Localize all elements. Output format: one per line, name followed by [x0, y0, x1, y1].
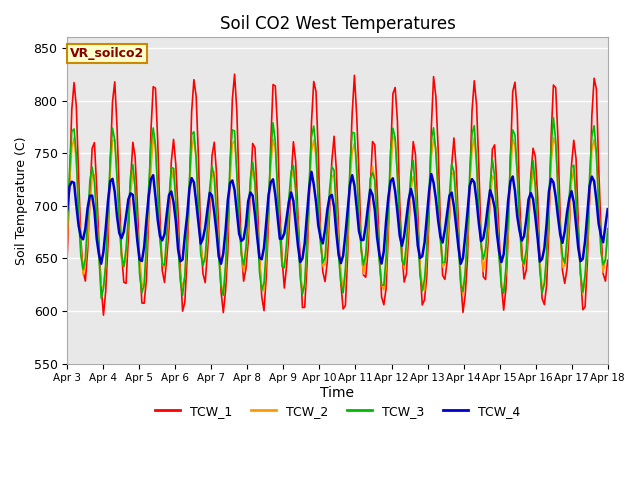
TCW_4: [570, 199, 578, 205]
TCW_3: [102, 261, 109, 267]
TCW_3: [152, 142, 159, 148]
Line: TCW_1: TCW_1: [67, 74, 608, 315]
TCW_3: [570, 162, 578, 168]
TCW_1: [251, 145, 259, 151]
TCW_4: [249, 193, 257, 199]
Line: TCW_4: TCW_4: [67, 172, 608, 264]
TCW_1: [102, 288, 109, 294]
TCW_4: [102, 226, 109, 231]
TCW_1: [86, 192, 93, 198]
TCW_2: [459, 292, 467, 298]
TCW_2: [149, 134, 157, 140]
TCW_4: [308, 169, 316, 175]
Line: TCW_3: TCW_3: [67, 118, 608, 298]
Legend: TCW_1, TCW_2, TCW_3, TCW_4: TCW_1, TCW_2, TCW_3, TCW_4: [150, 400, 525, 423]
TCW_3: [604, 226, 612, 231]
TCW_1: [152, 85, 159, 91]
TCW_3: [550, 115, 557, 120]
TCW_4: [425, 189, 433, 194]
TCW_2: [246, 187, 254, 192]
TCW_2: [100, 284, 108, 289]
TCW_1: [425, 214, 433, 219]
Text: VR_soilco2: VR_soilco2: [70, 47, 144, 60]
TCW_3: [423, 246, 431, 252]
X-axis label: Time: Time: [321, 386, 355, 400]
TCW_4: [63, 207, 71, 213]
Y-axis label: Soil Temperature (C): Soil Temperature (C): [15, 136, 28, 265]
TCW_3: [97, 295, 105, 301]
TCW_3: [249, 159, 257, 165]
TCW_3: [86, 178, 93, 183]
TCW_2: [604, 237, 612, 242]
TCW_1: [604, 257, 612, 263]
TCW_1: [570, 137, 578, 143]
TCW_1: [100, 312, 108, 318]
TCW_4: [152, 194, 159, 200]
TCW_2: [423, 253, 431, 259]
TCW_3: [63, 224, 71, 229]
Title: Soil CO2 West Temperatures: Soil CO2 West Temperatures: [220, 15, 456, 33]
TCW_2: [86, 205, 93, 211]
TCW_2: [389, 133, 397, 139]
TCW_2: [570, 167, 578, 172]
TCW_2: [63, 237, 71, 243]
TCW_1: [231, 72, 239, 77]
Line: TCW_2: TCW_2: [67, 136, 608, 295]
TCW_4: [604, 206, 612, 212]
TCW_1: [63, 252, 71, 257]
TCW_4: [86, 193, 93, 199]
TCW_4: [97, 261, 105, 266]
